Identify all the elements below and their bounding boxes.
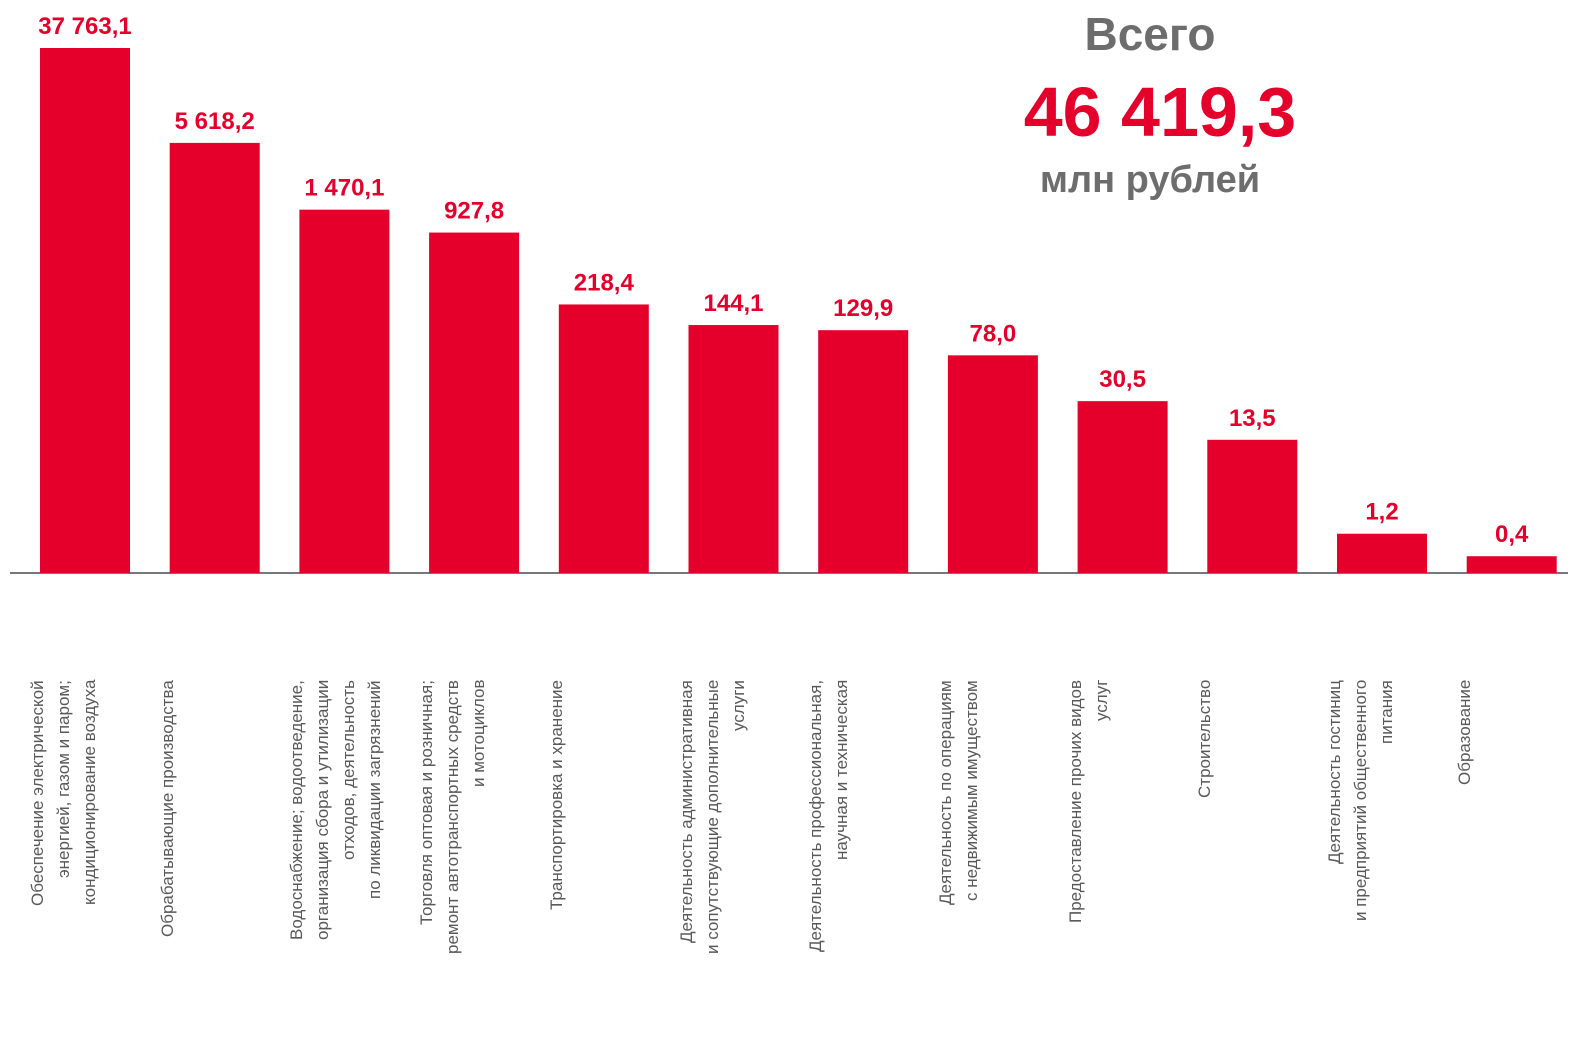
category-label: Строительство <box>1195 680 1215 799</box>
bar <box>1207 439 1298 573</box>
value-label: 129,9 <box>833 295 893 322</box>
bar <box>558 304 649 573</box>
category-label: Предоставление прочих видов услуг <box>1065 680 1111 924</box>
value-label: 5 618,2 <box>175 108 255 135</box>
category-label: Деятельность профессиональная, научная и… <box>806 680 852 953</box>
bar <box>1466 556 1557 573</box>
category-label: Деятельность по операциям с недвижимым и… <box>935 680 981 905</box>
value-label: 0,4 <box>1495 521 1529 548</box>
value-label: 144,1 <box>703 290 763 317</box>
bar <box>299 209 390 573</box>
category-label: Торговля оптовая и розничная; ремонт авт… <box>417 680 489 954</box>
value-label: 78,0 <box>970 320 1017 347</box>
bar <box>818 330 909 573</box>
value-label: 30,5 <box>1099 366 1146 393</box>
bar <box>1077 401 1168 573</box>
value-label: 218,4 <box>574 269 635 296</box>
bar <box>40 48 130 573</box>
total-value: 46 419,3 <box>1024 73 1296 151</box>
value-label: 927,8 <box>444 198 504 225</box>
total-unit: млн рублей <box>1040 159 1260 201</box>
category-label: Транспортировка и хранение <box>546 680 566 910</box>
bar <box>1337 533 1427 573</box>
category-label: Обрабатывающие производства <box>157 680 177 937</box>
value-label: 1,2 <box>1365 499 1398 526</box>
category-label: Деятельность гостиниц и предприятий обще… <box>1325 680 1396 922</box>
bar <box>429 232 520 573</box>
value-label: 13,5 <box>1229 405 1276 432</box>
category-label: Водоснабжение; водоотведение, организаци… <box>287 680 385 941</box>
value-label: 1 470,1 <box>304 175 384 202</box>
category-label: Обеспечение электрической энергией, газо… <box>28 680 99 906</box>
bar <box>688 325 779 573</box>
category-label: Деятельность административная и сопутств… <box>676 680 748 955</box>
total-label: Всего <box>1084 8 1215 60</box>
bar <box>947 355 1038 573</box>
bar <box>169 142 260 573</box>
category-label: Образование <box>1454 680 1474 786</box>
value-label: 37 763,1 <box>38 13 131 40</box>
